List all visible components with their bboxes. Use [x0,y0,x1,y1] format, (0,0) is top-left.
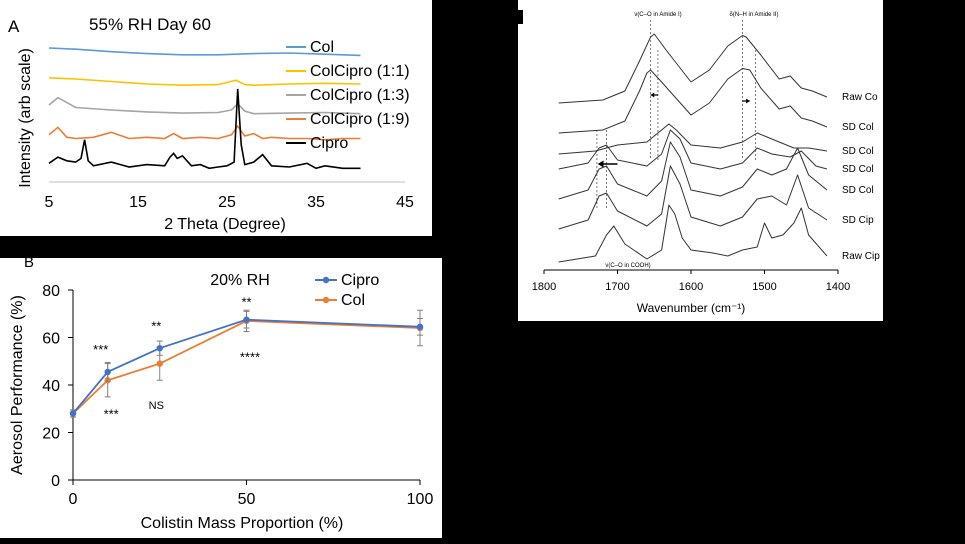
panel-b-ytick-20: 20 [42,426,60,443]
panel-c-spectrum-labels: Raw Co SD Col SD Col SD Col SD Col SD Cip Raw … [842,92,880,262]
panel-b-point-cipro-3 [243,316,250,323]
panel-a-legend-colcipro-1-3: ColCipro (1:3) [310,87,410,104]
panel-c-spectrum-label-5: SD Cip [842,215,874,226]
panel-a-legend-col: Col [310,39,334,56]
panel-c-annotation-cooh: ν(C–O in COOH) [605,263,650,269]
panel-b-xtick-100: 100 [407,491,434,508]
panel-c-guide-lines [596,20,757,210]
panel-b-point-cipro-1 [104,368,111,376]
panel-c-xtick-1600: 1600 [679,281,703,293]
panel-b-annotation-3: NS [149,400,164,412]
panel-c-arrowhead-amide2 [746,98,750,104]
panel-a-xrd-chart: A 55% RH Day 60 Intensity (arb scale) 2 … [0,0,432,236]
panel-c-tick-labels: 1800 1700 1600 1500 1400 [532,270,850,293]
panel-c-spectrum-1 [558,68,828,134]
panel-b-ytick-40: 40 [42,378,60,395]
panel-b-xtick-50: 50 [238,491,256,508]
panel-b-legend: Cipro Col [315,272,379,309]
panel-c-spectrum-label-2: SD Col [842,146,874,157]
panel-c-spectrum-5 [558,165,828,230]
panel-c-spectrum-4 [558,141,828,200]
panel-c-arrowhead-cooh [597,160,604,168]
panel-a-legend-colcipro-1-9: ColCipro (1:9) [310,111,410,128]
panel-b-line-cipro [72,318,421,415]
panel-c-spectrum-3 [558,129,828,170]
panel-a-series-colcipro-1-1 [48,77,361,87]
panel-c-xtick-1700: 1700 [605,281,629,293]
panel-b-annotation-0: *** [93,342,108,357]
panel-a-series [48,47,361,170]
panel-a-legend-colcipro-1-1: ColCipro (1:1) [310,63,410,80]
panel-a-label: A [8,17,20,36]
panel-c-spectrum-label-1: SD Col [842,122,874,133]
panel-b-annotations: ********NS****** [93,295,260,422]
panel-a-tick-labels: 5 15 25 35 45 [45,194,414,211]
panel-a-legend-cipro: Cipro [310,135,348,152]
panel-a-xtick-45: 45 [396,194,414,211]
panel-c-spectrum-0 [558,33,828,104]
panel-c-spectrum-label-6: Raw Cip [842,251,880,262]
panel-b-point-col-2 [156,360,163,367]
panel-b-annotation-2: ** [151,318,161,333]
panel-c-spectrum-label-4: SD Col [842,185,874,196]
panel-a-series-cipro [48,88,361,170]
panel-c-xtick-1400: 1400 [826,281,850,293]
panel-a-xtick-35: 35 [307,194,325,211]
panel-c-spectrum-label-3: SD Col [842,164,874,175]
panel-a-xtick-5: 5 [45,194,54,211]
panel-c-spectrum-2 [558,123,828,155]
panel-a-legend: Col ColCipro (1:1) ColCipro (1:3) ColCipro … [286,39,410,152]
panel-b-label: B [24,258,34,271]
panel-b-xtick-0: 0 [69,491,78,508]
panel-c-arrowhead-amide1 [650,92,655,98]
panel-b-ytick-80: 80 [42,283,60,300]
panel-a-xtick-15: 15 [129,194,147,211]
panel-c-spectra [558,33,828,263]
panel-b-ylabel: Aerosol Performance (%) [9,295,26,475]
panel-b-annotation-4: ** [241,295,251,310]
panel-c-xtick-1500: 1500 [752,281,776,293]
panel-a-series-col [48,47,361,57]
panel-c-spectrum-label-0: Raw Co [842,92,878,103]
panel-a-xlabel: 2 Theta (Degree) [164,216,286,233]
panel-b-point-cipro-4 [416,323,424,331]
panel-b-ytick-0: 0 [51,473,60,490]
panel-c-svg: Wavenumber (cm⁻¹) ν(C–O in Amide I) δ(N–… [518,10,880,315]
panel-a-xtick-25: 25 [218,194,236,211]
panel-b-point-cipro-0 [69,410,77,417]
panel-c-annotation-amide2: δ(N–H in Amide II) [729,12,778,18]
panel-b-legend-col: Col [341,292,365,309]
panel-a-title: 55% RH Day 60 [89,15,211,34]
panel-b-point-cipro-2 [156,344,163,352]
panel-b-legend-marker-cipro [322,276,330,284]
panel-c-ftir-chart: Wavenumber (cm⁻¹) ν(C–O in Amide I) δ(N–… [518,0,883,321]
panel-b-series [69,309,424,418]
panel-b-ytick-60: 60 [42,331,60,348]
panel-b-ticks: 0 20 40 60 80 0 50 100 [42,283,433,508]
panel-b-annotation-1: *** [104,406,119,421]
panel-a-svg: A 55% RH Day 60 Intensity (arb scale) 2 … [8,15,414,233]
panel-c-spectrum-6 [558,204,828,263]
panel-b-legend-marker-col [322,296,330,304]
panel-b-svg: B 20% RH Aerosol Performance (%) Colisti… [9,258,433,532]
panel-b-legend-cipro: Cipro [341,272,379,289]
panel-c-annotation-amide1: ν(C–O in Amide I) [634,12,681,18]
panel-b-line-col [72,319,421,415]
panel-c-label-fragment [518,10,523,24]
panel-a-series-colcipro-1-3 [48,96,361,115]
panel-b-title: 20% RH [210,272,270,289]
panel-c-xlabel: Wavenumber (cm⁻¹) [637,301,746,315]
panel-a-ylabel: Intensity (arb scale) [17,48,34,188]
panel-a-series-colcipro-1-9 [48,124,361,141]
panel-b-xlabel: Colistin Mass Proportion (%) [141,515,344,532]
panel-b-annotation-5: **** [240,349,260,364]
panel-b-aerosol-chart: B 20% RH Aerosol Performance (%) Colisti… [0,258,442,538]
panel-c-xtick-1800: 1800 [532,281,556,293]
